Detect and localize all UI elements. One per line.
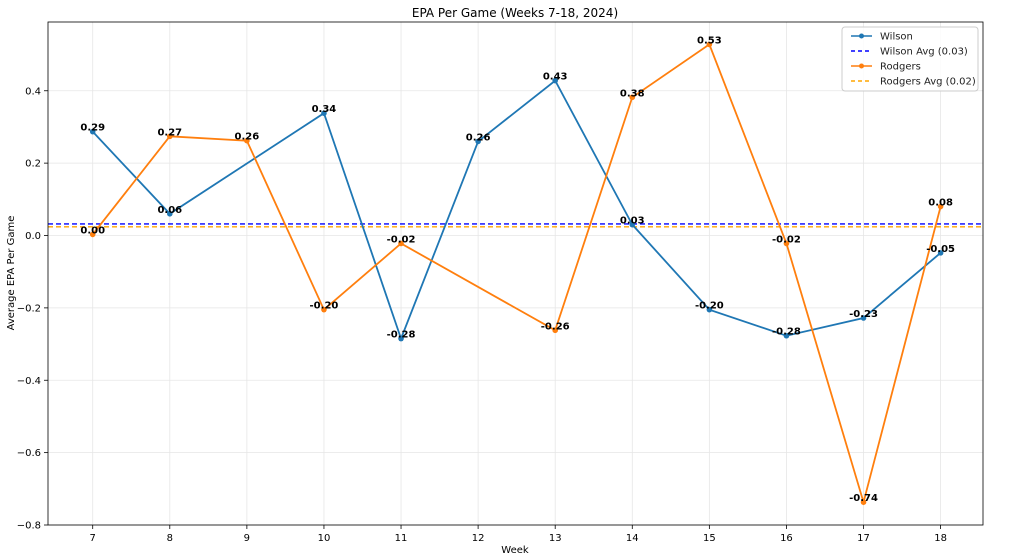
- data-label: -0.20: [695, 301, 724, 312]
- data-label: 0.27: [157, 127, 182, 138]
- x-tick-label: 10: [318, 533, 331, 544]
- rodgers-point: [629, 94, 636, 101]
- wilson-point: [706, 306, 713, 313]
- data-label: -0.23: [849, 309, 878, 320]
- rodgers-point: [398, 240, 404, 247]
- data-label: 0.53: [697, 35, 722, 46]
- legend-marker: [859, 33, 864, 39]
- legend: Wilson Wilson Avg (0.03) Rodgers Rodgers Av…: [841, 26, 979, 92]
- chart-title: EPA Per Game (Weeks 7-18, 2024): [412, 6, 618, 20]
- data-label: -0.28: [772, 327, 801, 338]
- x-tick-label: 17: [857, 533, 870, 544]
- y-tick-label: 0.2: [25, 159, 41, 170]
- wilson-point: [475, 138, 481, 145]
- wilson-point: [398, 335, 404, 342]
- data-label: 0.38: [620, 88, 645, 99]
- y-tick-label: −0.8: [17, 521, 41, 532]
- data-label: 0.26: [235, 132, 260, 143]
- x-axis-label: Week: [501, 545, 529, 556]
- data-label: 0.29: [80, 123, 105, 134]
- wilson-point: [89, 128, 96, 135]
- data-label: -0.74: [849, 493, 878, 504]
- wilson-point: [783, 332, 790, 339]
- rodgers-point: [706, 41, 713, 48]
- legend-label: Wilson Avg (0.03): [880, 47, 968, 58]
- x-tick-label: 14: [626, 533, 639, 544]
- x-tick-label: 16: [780, 533, 793, 544]
- rodgers-line: [91, 43, 942, 506]
- legend-label: Wilson: [880, 32, 913, 43]
- rodgers-point: [860, 499, 867, 506]
- rodgers-point: [89, 231, 96, 238]
- y-tick-label: −0.4: [17, 376, 41, 387]
- data-label: -0.20: [310, 301, 339, 312]
- wilson-point: [629, 221, 636, 228]
- y-tick-label: 0.4: [25, 86, 41, 97]
- data-label: 0.08: [928, 198, 953, 209]
- reference-lines: [48, 223, 983, 228]
- legend-marker: [859, 63, 864, 69]
- y-tick-label: −0.2: [17, 303, 41, 314]
- wilson-point: [166, 210, 173, 217]
- rodgers-point: [321, 306, 327, 313]
- data-label: -0.02: [387, 234, 416, 245]
- data-label: 0.03: [620, 216, 645, 227]
- x-tick-label: 15: [703, 533, 716, 544]
- data-label: -0.28: [387, 330, 416, 341]
- wilson-point: [937, 250, 944, 256]
- rodgers-point: [244, 137, 250, 144]
- x-tick-label: 8: [167, 533, 173, 544]
- x-tick-label: 13: [549, 533, 562, 544]
- axes-ticks: 7 8 9 10 11 12 13 14 15 16 17 18 0.4 0.2 0.0 −0.2 −0.4 −0…: [17, 86, 947, 544]
- rodgers-point: [552, 327, 558, 334]
- y-axis-label: Average EPA Per Game: [6, 216, 17, 331]
- x-tick-label: 9: [244, 533, 250, 544]
- legend-label: Rodgers: [880, 62, 921, 73]
- wilson-point: [321, 110, 327, 116]
- x-tick-label: 12: [472, 533, 485, 544]
- data-label: 0.06: [157, 205, 182, 216]
- wilson-point: [552, 77, 558, 84]
- wilson-point: [860, 315, 867, 321]
- data-label: -0.26: [541, 321, 570, 332]
- legend-box: [841, 26, 979, 92]
- rodgers-point: [166, 133, 173, 140]
- series-lines: [89, 41, 944, 506]
- x-tick-label: 11: [395, 533, 408, 544]
- wilson-line: [92, 79, 942, 342]
- y-tick-label: −0.6: [17, 448, 41, 459]
- rodgers-point: [937, 203, 944, 210]
- y-tick-label: 0.0: [25, 231, 41, 242]
- x-tick-label: 7: [90, 533, 96, 544]
- data-label: 0.43: [543, 72, 568, 83]
- data-label: -0.05: [926, 244, 955, 255]
- data-label: -0.02: [772, 234, 801, 245]
- data-label: 0.00: [80, 225, 105, 236]
- data-label: 0.34: [312, 104, 337, 115]
- legend-label: Rodgers Avg (0.02): [880, 77, 976, 88]
- grid: [48, 22, 983, 526]
- data-labels: 0.29 0.06 0.34 -0.28 0.26 0.43 0.03 -0.20 -0.28 -…: [80, 35, 955, 504]
- rodgers-point: [783, 240, 790, 247]
- data-label: 0.26: [466, 132, 491, 143]
- x-tick-label: 18: [934, 533, 947, 544]
- plot-frame: [47, 21, 984, 526]
